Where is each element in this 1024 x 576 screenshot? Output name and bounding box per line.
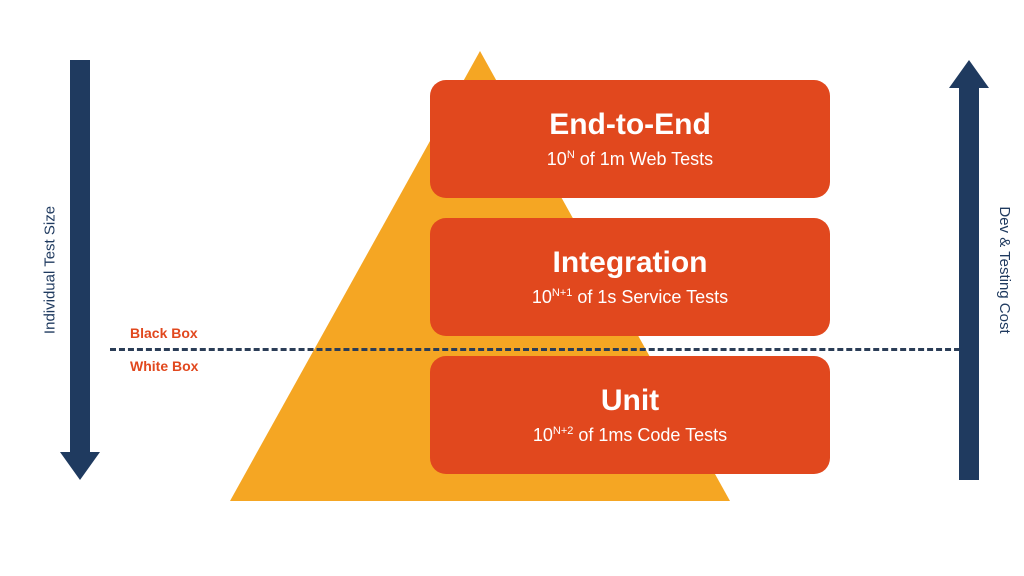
- layer-title: End-to-End: [549, 108, 711, 143]
- black-box-label: Black Box: [130, 325, 198, 341]
- left-arrow-label: Individual Test Size: [42, 206, 59, 334]
- arrow-shaft: [959, 84, 979, 480]
- left-arrow: Individual Test Size: [60, 60, 100, 480]
- subtitle-exponent: N+1: [552, 287, 573, 299]
- layer-title: Unit: [601, 384, 659, 419]
- white-box-label: White Box: [130, 358, 198, 374]
- diagram-stage: Black Box White Box End-to-End10N of 1m …: [0, 0, 1024, 576]
- layer-subtitle: 10N of 1m Web Tests: [547, 149, 713, 170]
- subtitle-suffix: of 1s Service Tests: [572, 287, 728, 307]
- layer-card: Integration10N+1 of 1s Service Tests: [430, 218, 830, 336]
- arrow-up-icon: [949, 60, 989, 88]
- subtitle-prefix: 10: [532, 287, 552, 307]
- layer-subtitle: 10N+1 of 1s Service Tests: [532, 287, 728, 308]
- subtitle-prefix: 10: [533, 425, 553, 445]
- arrow-shaft: [70, 60, 90, 456]
- dashed-divider: [110, 348, 969, 351]
- layer-subtitle: 10N+2 of 1ms Code Tests: [533, 425, 727, 446]
- layer-card: Unit 10N+2 of 1ms Code Tests: [430, 356, 830, 474]
- arrow-down-icon: [60, 452, 100, 480]
- subtitle-exponent: N+2: [553, 425, 574, 437]
- subtitle-exponent: N: [567, 149, 575, 161]
- right-arrow: Dev & Testing Cost: [949, 60, 989, 480]
- layer-title: Integration: [553, 246, 708, 281]
- subtitle-suffix: of 1m Web Tests: [575, 149, 713, 169]
- subtitle-suffix: of 1ms Code Tests: [573, 425, 727, 445]
- layer-card: End-to-End 10N of 1m Web Tests: [430, 80, 830, 198]
- subtitle-prefix: 10: [547, 149, 567, 169]
- right-arrow-label: Dev & Testing Cost: [996, 206, 1013, 333]
